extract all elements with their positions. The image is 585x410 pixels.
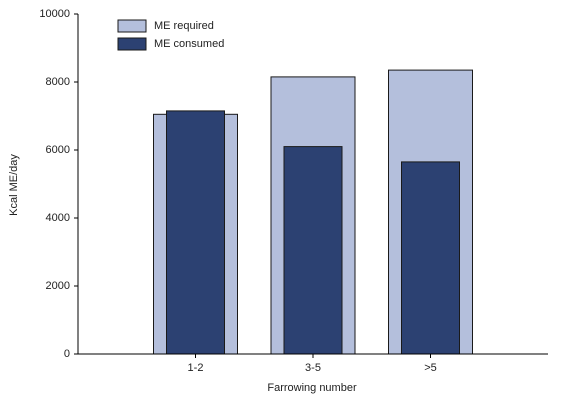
y-tick-label: 2000 — [46, 280, 70, 292]
y-axis-label: Kcal ME/day — [8, 154, 20, 216]
y-tick-label: 6000 — [46, 144, 70, 156]
legend-swatch — [117, 37, 147, 51]
legend-label: ME required — [154, 20, 214, 32]
bar — [166, 110, 225, 355]
y-tick-label: 4000 — [46, 212, 70, 224]
bar — [401, 161, 460, 355]
y-tick-label: 8000 — [46, 76, 70, 88]
x-tick-label: 3-5 — [305, 362, 321, 374]
x-tick-label: >5 — [424, 362, 437, 374]
y-tick-label: 0 — [64, 348, 70, 360]
x-axis-label: Farrowing number — [267, 382, 357, 394]
x-tick-label: 1-2 — [188, 362, 204, 374]
legend-swatch — [117, 19, 147, 33]
bar — [283, 146, 343, 355]
legend-label: ME consumed — [154, 38, 224, 50]
y-tick-label: 10000 — [39, 8, 70, 20]
